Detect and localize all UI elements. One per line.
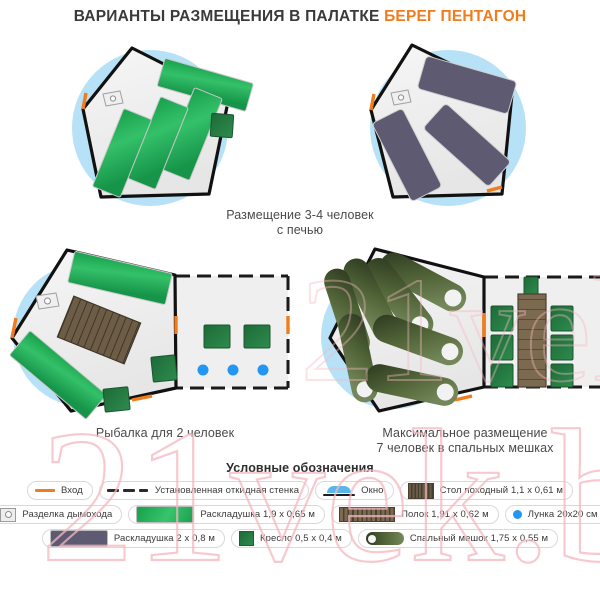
chair-icon	[239, 531, 254, 546]
diagram-bottom-left	[9, 248, 290, 420]
chair-item	[243, 324, 271, 349]
bench-item	[56, 295, 142, 365]
chair-item	[203, 324, 231, 349]
caption-layout-fishing-2: Рыбалка для 2 человек	[25, 426, 305, 441]
ice-hole-item	[257, 364, 269, 376]
diagram-top-right	[369, 43, 526, 206]
legend-row: Разделка дымохода Раскладушка 1,9 х 0,65…	[0, 505, 600, 524]
cot-item	[92, 108, 152, 198]
chair-item	[209, 112, 235, 139]
legend-item-label: Вход	[60, 485, 83, 496]
chair-item	[490, 363, 514, 388]
folding-wall	[484, 275, 600, 389]
caption-line-2: 7 человек в спальных мешках	[376, 441, 554, 455]
cot-item	[424, 104, 510, 186]
chimney-vent-icon	[390, 89, 412, 106]
legend-item-label: Лунка 20x20 см	[527, 509, 598, 520]
cot-item	[67, 251, 173, 305]
legend-item-label: Окно	[361, 485, 384, 496]
chimney-vent-icon	[35, 292, 60, 310]
chair-item	[523, 276, 539, 296]
caption-line-1: Максимальное размещение	[382, 426, 548, 440]
bench-icon	[339, 507, 396, 522]
folding-wall-icon	[106, 489, 149, 492]
ice-hole-item	[227, 364, 239, 376]
diagram-top-left	[72, 46, 254, 206]
tent-layout-diagrams	[9, 43, 600, 420]
caption-line-2: с печью	[276, 223, 324, 237]
page-title-brand: БЕРЕГ ПЕНТАГОН	[384, 8, 527, 25]
legend-item-window[interactable]: Окно	[315, 481, 394, 500]
page-title-main: ВАРИАНТЫ РАЗМЕЩЕНИЯ В ПАЛАТКЕ	[73, 8, 385, 25]
diagram-bottom-right	[321, 247, 600, 413]
legend-heading: Условные обозначения	[226, 461, 374, 475]
chair-item	[490, 334, 514, 361]
entrance-marker	[131, 394, 153, 402]
legend-item-label: Разделка дымохода	[22, 509, 113, 520]
chair-item	[102, 386, 131, 413]
legend-row: Вход Установленная откидная стенка Окно	[0, 481, 600, 500]
legend-item-camp-table[interactable]: Стол походный 1,1 х 0,61 м	[399, 481, 574, 500]
caption-line-1: Рыбалка для 2 человек	[95, 426, 235, 440]
camp-table-icon	[407, 482, 434, 499]
legend-section: Условные обозначения Вход Установленная …	[0, 455, 600, 598]
sleeping-bag-item	[379, 252, 467, 312]
legend-item-label: Раскладушка 2 х 0,8 м	[113, 533, 215, 544]
chair-item	[550, 334, 574, 361]
chimney-vent-icon	[0, 507, 17, 522]
cot-item	[9, 330, 107, 420]
chair-item	[550, 363, 574, 388]
legend-item-bench[interactable]: Полок 1,91 х 0,62 м	[331, 505, 499, 524]
chair-item	[150, 354, 178, 383]
entrance-marker	[486, 185, 503, 193]
legend-item-entrance[interactable]: Вход	[26, 481, 93, 500]
ice-hole-item	[197, 364, 209, 376]
cot-group	[372, 56, 517, 202]
legend-item-chair[interactable]: Кресло 0,5 х 0,4 м	[231, 529, 352, 548]
legend-item-cot-green[interactable]: Раскладушка 1,9 х 0,65 м	[128, 505, 326, 524]
entrance-icon	[34, 489, 55, 492]
window-icon	[323, 485, 356, 496]
entrance-marker	[454, 394, 473, 402]
legend-item-label: Раскладушка 1,9 х 0,65 м	[200, 509, 316, 520]
legend-item-label: Установленная откидная стенка	[154, 485, 300, 496]
cot-item	[417, 56, 517, 114]
caption-layout-3-4-stove: Размещение 3-4 человек с печью	[150, 208, 450, 238]
legend-item-label: Спальный мешок 1,75 х 0,55 м	[409, 533, 549, 544]
sleeping-bag-item	[372, 314, 464, 366]
cot-group	[9, 251, 173, 420]
legend-item-label: Стол походный 1,1 х 0,61 м	[439, 485, 564, 496]
legend-item-sleeping-bag[interactable]: Спальный мешок 1,75 х 0,55 м	[357, 529, 559, 548]
annex-room	[484, 275, 600, 389]
legend-item-chimney-vent[interactable]: Разделка дымохода	[0, 505, 123, 524]
legend-item-label: Полок 1,91 х 0,62 м	[401, 509, 489, 520]
cot-item	[372, 108, 442, 202]
cot-green-icon	[136, 506, 195, 523]
legend-item-label: Кресло 0,5 х 0,4 м	[260, 533, 342, 544]
caption-line-1: Размещение 3-4 человек	[226, 208, 374, 222]
annex-room	[176, 274, 290, 390]
sleeping-bag-item	[365, 364, 459, 406]
caption-layout-max-7: Максимальное размещение 7 человек в спал…	[330, 426, 600, 456]
legend-item-ice-hole[interactable]: Лунка 20x20 см	[504, 505, 600, 524]
cot-group	[92, 58, 254, 198]
legend-rows: Вход Установленная откидная стенка Окно	[0, 481, 600, 548]
entrance-marker	[10, 317, 18, 339]
chair-item	[490, 305, 514, 332]
camp-table-item	[517, 293, 547, 388]
legend-row: Раскладушка 2 х 0,8 м Кресло 0,5 х 0,4 м…	[0, 529, 600, 548]
entrance-marker	[369, 93, 376, 111]
legend-item-cot-grey[interactable]: Раскладушка 2 х 0,8 м	[41, 529, 225, 548]
chair-item	[550, 305, 574, 332]
sleeping-bag-group	[324, 252, 467, 406]
ice-hole-icon	[512, 510, 522, 519]
entrance-marker	[81, 92, 88, 110]
page-title: ВАРИАНТЫ РАЗМЕЩЕНИЯ В ПАЛАТКЕ БЕРЕГ ПЕНТ…	[0, 8, 600, 26]
legend-item-folding-wall[interactable]: Установленная откидная стенка	[98, 481, 310, 500]
chimney-vent-icon	[102, 90, 124, 107]
cot-grey-icon	[49, 530, 108, 547]
sleeping-bag-icon	[365, 532, 404, 545]
